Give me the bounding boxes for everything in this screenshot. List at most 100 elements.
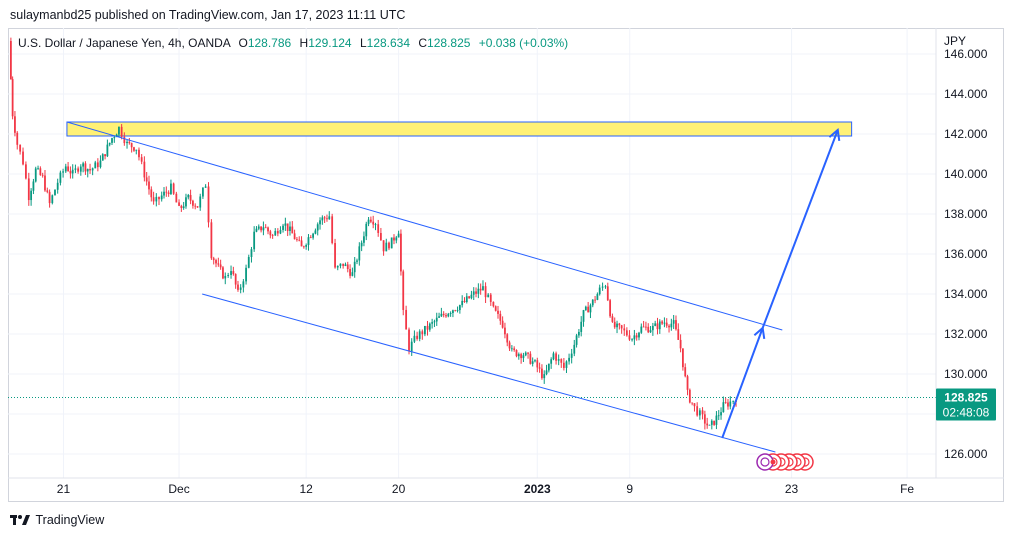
candle-body (62, 171, 64, 173)
resistance-zone-rectangle[interactable] (66, 121, 853, 137)
channel-lower-trendline[interactable] (202, 293, 776, 453)
candle-body (408, 329, 410, 352)
candle-body (224, 275, 227, 279)
projection-arrow-heads (753, 128, 841, 340)
time-tick-label: Fe (900, 482, 914, 496)
candle-body (684, 367, 687, 377)
low-label: L (359, 36, 367, 50)
candle-body (440, 313, 443, 317)
channel-upper-trendline[interactable] (66, 121, 783, 331)
grid-lines (8, 28, 936, 478)
candle-body (19, 144, 22, 152)
candle-body (14, 116, 16, 133)
candle-body (633, 335, 636, 340)
candle-body (106, 144, 109, 157)
candle-body (477, 288, 480, 294)
candle-body (424, 325, 426, 335)
candle-body (167, 192, 170, 195)
candle-body (293, 233, 296, 240)
candle-body (130, 143, 133, 148)
candle-body (729, 401, 732, 407)
candles (9, 37, 737, 430)
candle-body (594, 299, 596, 301)
candle-body (377, 224, 380, 234)
candle-body (138, 149, 140, 158)
candle-body (222, 267, 224, 279)
candle-body (115, 134, 118, 138)
candle-body (638, 332, 640, 338)
candle-body (276, 231, 279, 234)
candle-body (582, 310, 585, 322)
candle-body (336, 265, 339, 268)
candle-body (658, 321, 661, 330)
candle-body (227, 275, 230, 276)
candle-body (628, 335, 631, 340)
candle-body (289, 226, 291, 231)
chart-frame[interactable] (8, 28, 1004, 502)
candle-body (245, 267, 247, 282)
candle-body (255, 228, 258, 232)
candle-body (454, 310, 457, 312)
last-price-value: 128.825 (944, 391, 988, 405)
price-axis[interactable]: 126.000128.000130.000132.000134.000136.0… (944, 47, 988, 461)
candle-body (513, 348, 516, 351)
candle-body (305, 244, 308, 247)
candle-body (298, 239, 301, 241)
candle-body (135, 149, 138, 151)
price-tick-label: 134.000 (944, 287, 988, 301)
candle-body (529, 353, 532, 364)
candle-body (393, 237, 395, 241)
candle-body (479, 288, 482, 291)
candle-body (196, 206, 199, 208)
open-label: O (238, 36, 248, 50)
footer-brand[interactable]: TradingView (10, 512, 104, 530)
candle-body (155, 196, 158, 202)
candle-body (515, 350, 518, 357)
candle-body (456, 310, 459, 311)
candle-body (282, 225, 284, 230)
economic-events-icons[interactable] (756, 453, 814, 471)
candle-body (418, 331, 421, 339)
candle-body (374, 224, 377, 226)
candle-body (501, 320, 504, 328)
candle-body (51, 195, 54, 204)
candle-body (210, 222, 213, 259)
candle-body (560, 359, 563, 363)
candle-body (367, 219, 370, 224)
candle-body (701, 410, 704, 415)
candle-body (328, 216, 331, 220)
close-value: 128.825 (427, 36, 471, 50)
candle-body (461, 300, 464, 306)
price-tick-label: 132.000 (944, 327, 988, 341)
candle-body (538, 367, 541, 369)
candle-body (274, 231, 277, 236)
candle-body (568, 357, 570, 362)
candle-body (86, 169, 89, 172)
candle-body (717, 415, 720, 417)
candle-body (565, 361, 568, 368)
candle-body (388, 242, 390, 249)
projection-arrow-path[interactable] (721, 129, 839, 439)
candle-body (84, 163, 87, 172)
candle-body (670, 323, 673, 328)
candle-body (165, 191, 168, 193)
candle-body (647, 326, 650, 333)
candle-body (710, 420, 713, 425)
candle-body (688, 389, 691, 403)
candle-body (494, 306, 497, 311)
candle-body (309, 237, 312, 239)
time-axis[interactable]: 21 Dec 12 20 2023 9 23 Fe (57, 482, 915, 496)
candle-body (463, 300, 466, 302)
candle-body (369, 219, 372, 222)
candle-body (54, 189, 56, 196)
candle-body (108, 142, 111, 145)
candle-body (442, 313, 445, 316)
candle-body (661, 321, 664, 324)
candle-body (698, 410, 701, 416)
candle-body (732, 400, 735, 402)
publish-header: sulaymanbd25 published on TradingView.co… (0, 0, 1012, 28)
candle-body (609, 300, 612, 317)
candle-body (202, 187, 204, 197)
candle-body (204, 186, 207, 188)
